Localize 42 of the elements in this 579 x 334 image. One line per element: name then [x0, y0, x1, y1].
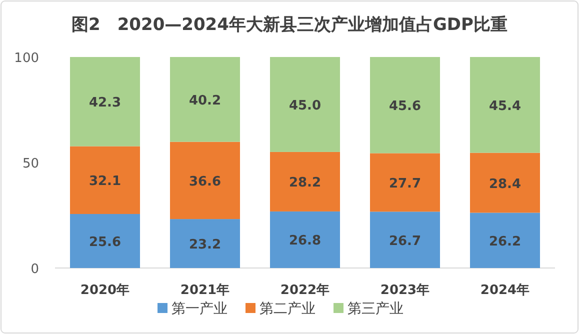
legend-label: 第三产业 [348, 301, 404, 317]
data-label: 32.1 [88, 174, 122, 190]
y-tick-label: 100 [14, 51, 39, 66]
data-label: 40.2 [188, 93, 222, 108]
data-label: 36.6 [188, 174, 222, 190]
x-tick-label: 2022年 [280, 283, 330, 298]
bar [370, 212, 440, 268]
x-tick-label: 2021年 [180, 283, 230, 298]
bar [170, 219, 240, 268]
legend-label: 第二产业 [260, 301, 316, 317]
legend-label: 第一产业 [172, 301, 228, 317]
data-label: 26.2 [488, 234, 522, 250]
bar [470, 152, 540, 213]
y-tick-label: 50 [22, 156, 39, 172]
data-label: 45.6 [388, 99, 422, 114]
data-label: 45.0 [288, 98, 322, 114]
data-label: 26.8 [288, 234, 322, 249]
data-label: 28.2 [288, 176, 322, 191]
data-label: 25.6 [88, 234, 122, 250]
data-label: 45.4 [488, 98, 522, 114]
bar [370, 57, 440, 154]
bar [370, 153, 440, 212]
bar [270, 57, 340, 152]
bar [70, 146, 140, 214]
bar [470, 212, 540, 268]
bar [170, 142, 240, 220]
x-tick-label: 2024年 [480, 283, 530, 298]
bar [270, 211, 340, 268]
chart-title: 图2 2020—2024年大新县三次产业增加值占GDP比重 [72, 15, 508, 35]
bar [170, 57, 240, 142]
bar [70, 57, 140, 146]
data-label: 28.4 [488, 176, 522, 192]
x-tick-label: 2020年 [80, 283, 130, 298]
data-label: 26.7 [388, 234, 422, 249]
bar [270, 152, 340, 212]
data-label: 42.3 [88, 96, 122, 111]
bar [470, 57, 540, 153]
x-tick-label: 2023年 [380, 283, 430, 298]
data-label: 23.2 [188, 238, 222, 253]
bar [70, 214, 140, 268]
y-tick-label: 0 [30, 262, 39, 277]
data-label: 27.7 [388, 176, 422, 192]
